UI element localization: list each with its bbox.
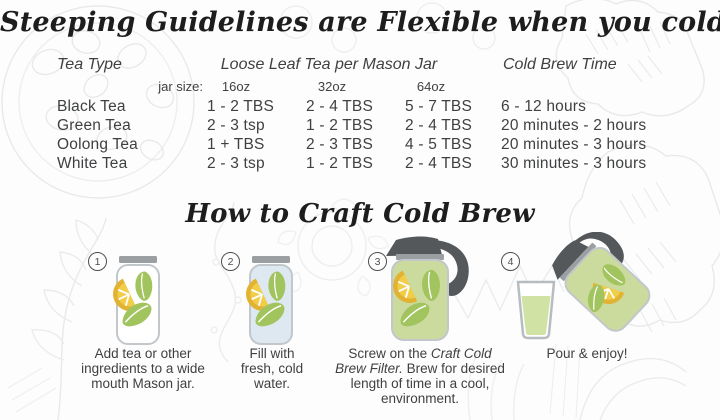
step-2-caption: Fill with fresh, cold water. [240,346,304,391]
column-header-cold-brew-time: Cold Brew Time [503,56,617,73]
brew-time: 20 minutes - 3 hours [501,136,647,153]
step-number: 1 [94,255,101,268]
step-2-number-badge: 2 [221,252,240,271]
step-3-number-badge: 3 [368,252,387,271]
amount-16oz: 2 - 3 tsp [207,117,265,134]
amount-32oz: 2 - 4 TBS [306,98,373,115]
step-number: 4 [507,255,514,268]
pouring-pitcher-and-glass-icon [516,232,651,340]
howto-section-title: How to Craft Cold Brew [185,199,535,229]
amount-32oz: 2 - 3 TBS [306,136,373,153]
tea-name: Oolong Tea [57,136,138,153]
step-4-caption: Pour & enjoy! [546,346,628,361]
page-title: Steeping Guidelines are Flexible when yo… [0,7,720,38]
amount-64oz: 5 - 7 TBS [405,98,472,115]
step-4-number-badge: 4 [501,252,520,271]
tea-name: White Tea [57,155,128,172]
mason-jar-with-ingredients-icon [108,256,160,345]
amount-32oz: 1 - 2 TBS [306,155,373,172]
amount-32oz: 1 - 2 TBS [306,117,373,134]
step-number: 2 [227,255,234,268]
step-1-number-badge: 1 [88,252,107,271]
mason-jar-filled-with-water-icon [241,256,293,345]
jar-size-32oz: 32oz [317,79,347,94]
caption-text: Brew for desired length of time in a coo… [350,361,505,406]
amount-64oz: 4 - 5 TBS [405,136,472,153]
step-3-caption: Screw on the Craft Cold Brew Filter. Bre… [335,346,505,406]
step-1-caption: Add tea or other ingredients to a wide m… [81,346,205,391]
jar-size-label: jar size: [158,79,203,94]
column-header-loose-leaf: Loose Leaf Tea per Mason Jar [220,56,438,73]
amount-16oz: 1 - 2 TBS [207,98,274,115]
caption-text: Screw on the [348,346,431,361]
step-number: 3 [374,255,381,268]
pitcher-with-filter-lid-icon [386,236,469,341]
caption-italic-product-name: Craft Cold Brew Filter. [335,346,492,376]
jar-size-16oz: 16oz [221,79,251,94]
column-header-tea-type: Tea Type [57,56,122,73]
jar-size-64oz: 64oz [416,79,446,94]
brew-time: 30 minutes - 3 hours [501,155,647,172]
tea-name: Green Tea [57,117,131,134]
brew-time: 20 minutes - 2 hours [501,117,647,134]
amount-16oz: 2 - 3 tsp [207,155,265,172]
tea-name: Black Tea [57,98,126,115]
amount-64oz: 2 - 4 TBS [405,155,472,172]
amount-16oz: 1 + TBS [207,136,265,153]
amount-64oz: 2 - 4 TBS [405,117,472,134]
brew-time: 6 - 12 hours [501,98,587,115]
